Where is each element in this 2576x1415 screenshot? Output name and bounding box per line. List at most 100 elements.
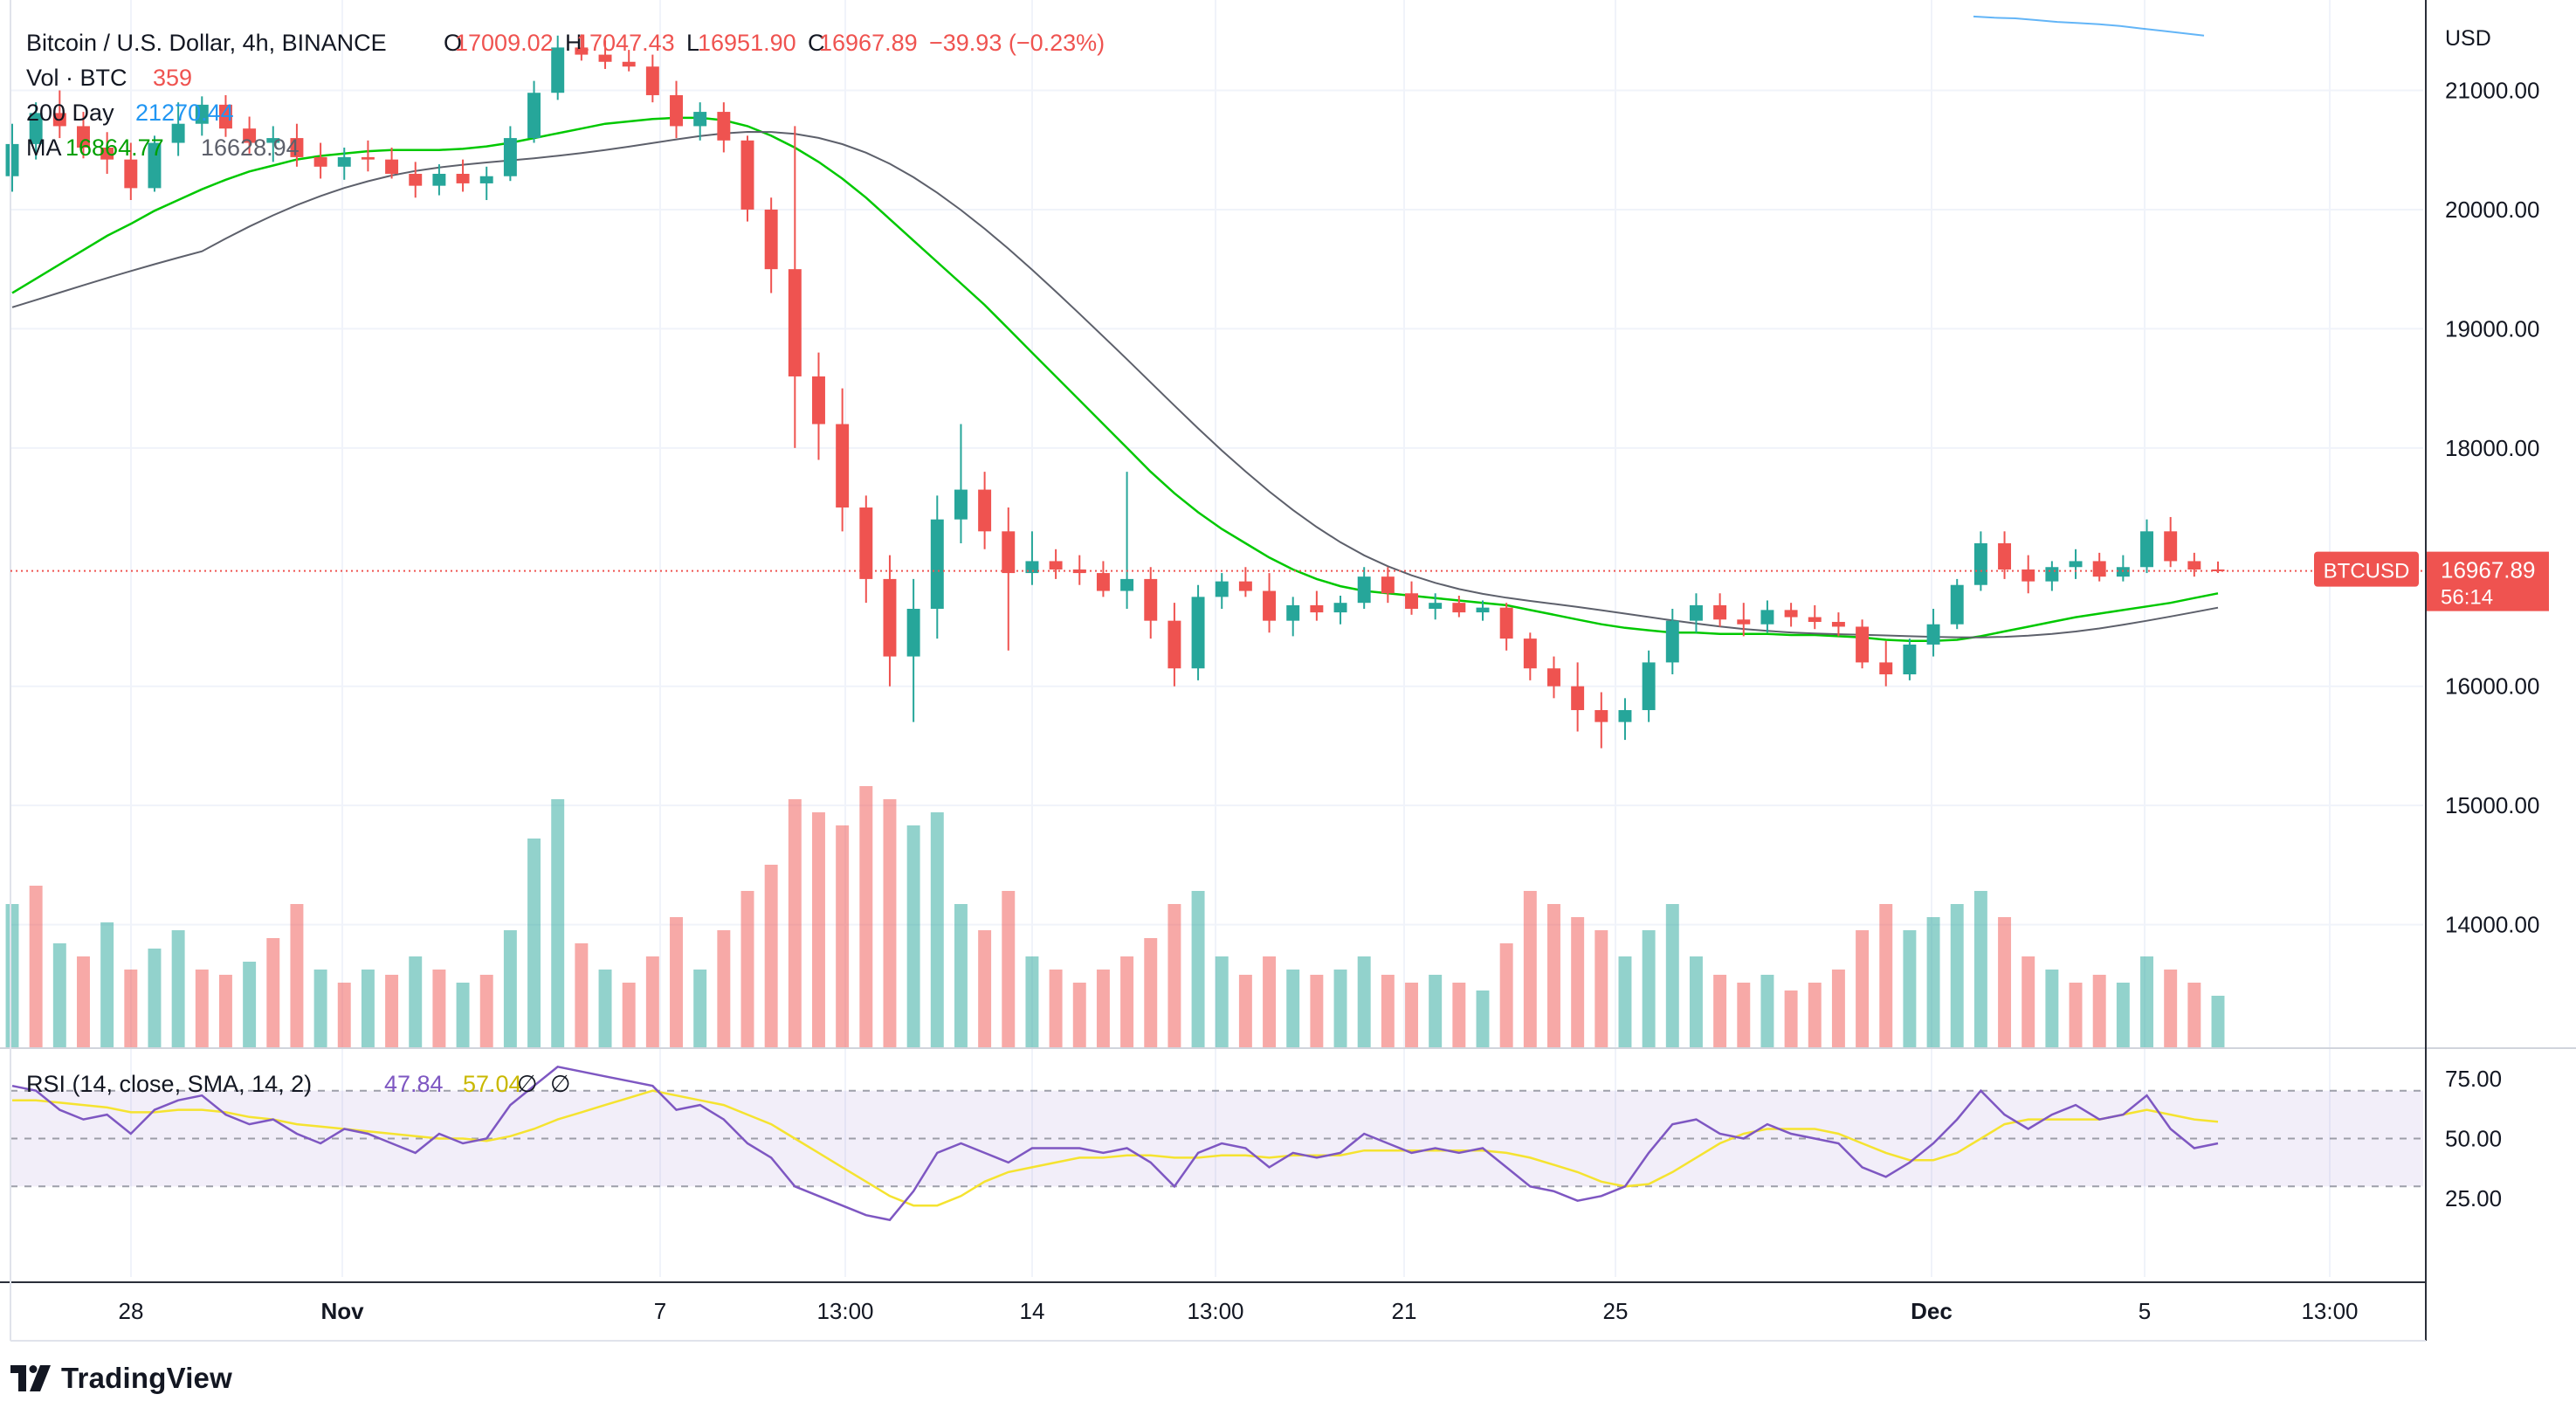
ohlc-l-value: 16951.90 — [698, 30, 796, 56]
volume-bar — [361, 970, 375, 1048]
volume-bar — [337, 983, 351, 1048]
candle-body — [1025, 561, 1039, 574]
legend: Bitcoin / U.S. Dollar, 4h, BINANCE O17009… — [26, 30, 1105, 1097]
volume-bar — [5, 904, 19, 1048]
volume-bar — [1856, 930, 1870, 1048]
candle-body — [1642, 662, 1656, 710]
rsi-tick-label: 75.00 — [2445, 1066, 2502, 1092]
candle-body — [1263, 590, 1277, 621]
candle-body — [812, 376, 825, 424]
time-tick-label: 5 — [2139, 1298, 2151, 1324]
volume-bar — [195, 970, 209, 1048]
candle-body — [1856, 626, 1870, 663]
volume-bar — [2140, 956, 2153, 1048]
rsi-na-1: ∅ — [517, 1071, 538, 1097]
candle-body — [1523, 638, 1537, 669]
candle-body — [195, 104, 209, 124]
candle-body — [1665, 620, 1679, 663]
rsi-band — [10, 1089, 2423, 1188]
candle-body — [1950, 584, 1964, 625]
candle-body — [337, 156, 351, 167]
candle-body — [1998, 542, 2012, 569]
candle-body — [1002, 531, 1016, 574]
volume-bar — [551, 799, 565, 1048]
candle-body — [266, 138, 280, 143]
candle-body — [978, 489, 992, 532]
volume-bar — [1950, 904, 1964, 1048]
tradingview-logo[interactable]: TradingView — [10, 1361, 232, 1396]
volume-bar — [812, 812, 825, 1048]
volume-bar — [1998, 917, 2012, 1048]
candle-body — [1973, 542, 1987, 585]
volume-bar — [2164, 970, 2178, 1048]
volume-bar — [1831, 970, 1845, 1048]
candle-body — [1286, 604, 1300, 621]
volume-bar — [1689, 956, 1703, 1048]
volume-bar — [1333, 970, 1347, 1048]
candle-body — [1571, 686, 1585, 710]
candle-body — [456, 174, 470, 183]
volume-bar — [1238, 975, 1252, 1048]
ohlc-o-value: 17009.02 — [455, 30, 554, 56]
candle-body — [1238, 581, 1252, 591]
volume-bar — [740, 891, 754, 1048]
candle-body — [1879, 662, 1893, 675]
ma-label: MA — [26, 135, 62, 161]
ma-value-slow: 16628.94 — [201, 135, 300, 161]
price-tick-label: 21000.00 — [2445, 78, 2539, 104]
rsi-label: RSI (14, close, SMA, 14, 2) — [26, 1071, 312, 1097]
volume-bars — [5, 786, 2225, 1048]
candle-body — [1737, 619, 1751, 625]
candle-body — [1926, 624, 1940, 645]
volume-bar — [29, 886, 43, 1048]
time-tick-label: 14 — [1020, 1298, 1045, 1324]
ma200-label: 200 Day — [26, 100, 114, 126]
volume-bar — [978, 930, 992, 1048]
volume-bar — [527, 839, 541, 1048]
candle-body — [1333, 603, 1347, 613]
volume-bar — [1286, 970, 1300, 1048]
volume-bar — [930, 812, 944, 1048]
candle-body — [883, 578, 897, 657]
ma-fast-line — [11, 116, 2219, 643]
time-tick-label: 28 — [119, 1298, 144, 1324]
candle-body — [409, 174, 423, 186]
last-price-badge — [2427, 551, 2549, 611]
candle-body — [29, 113, 43, 144]
volume-bar — [1642, 930, 1656, 1048]
candle-body — [432, 174, 446, 186]
candle-body — [598, 54, 612, 62]
volume-bar — [1310, 975, 1324, 1048]
ohlc-h-label: H — [565, 30, 582, 56]
volume-bar — [859, 786, 873, 1048]
vol-value: 359 — [153, 65, 192, 91]
candle-body — [1784, 610, 1798, 618]
volume-bar — [1049, 970, 1063, 1048]
volume-bar — [1571, 917, 1585, 1048]
candle-body — [1215, 581, 1229, 597]
volume-bar — [432, 970, 446, 1048]
volume-bar — [1879, 904, 1893, 1048]
grid — [10, 0, 2423, 1277]
volume-bar — [1547, 904, 1560, 1048]
candle-body — [1144, 578, 1158, 621]
candle-body — [361, 156, 375, 160]
candle-body — [5, 143, 19, 176]
candle-body — [1595, 709, 1608, 722]
ma-slow-line — [11, 130, 2219, 638]
volume-bar — [1357, 956, 1371, 1048]
volume-bar — [1429, 975, 1443, 1048]
candle-body — [575, 47, 589, 55]
candle-body — [385, 159, 399, 175]
volume-bar — [1167, 904, 1181, 1048]
candle-body — [124, 159, 138, 189]
rsi-na-2: ∅ — [550, 1071, 571, 1097]
volume-bar — [77, 956, 90, 1048]
candle-body — [764, 209, 778, 270]
volume-bar — [1737, 983, 1751, 1048]
candle-body — [2164, 531, 2178, 562]
volume-bar — [1476, 990, 1490, 1048]
volume-bar — [1618, 956, 1632, 1048]
volume-bar — [52, 943, 66, 1048]
